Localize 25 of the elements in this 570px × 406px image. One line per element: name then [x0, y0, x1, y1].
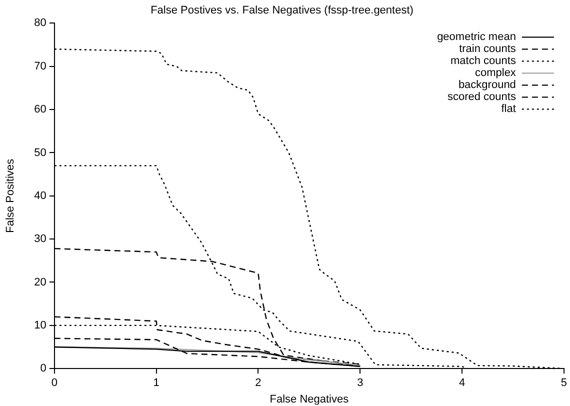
x-tick-label: 4	[458, 377, 466, 390]
y-tick-label: 80	[34, 17, 46, 30]
y-tick-label: 40	[34, 190, 46, 202]
legend-label: scored counts	[447, 91, 516, 104]
y-axis-title: False Positives	[4, 158, 17, 233]
legend-label: background	[458, 79, 516, 92]
y-tick-label: 30	[34, 233, 46, 246]
y-tick-label: 10	[34, 319, 46, 332]
x-tick-label: 2	[255, 377, 262, 390]
legend-label: geometric mean	[437, 31, 516, 44]
x-axis-title: False Negatives	[270, 393, 350, 406]
legend-label: complex	[474, 67, 516, 80]
y-tick-label: 50	[34, 146, 46, 159]
legend-label: match counts	[450, 55, 516, 68]
y-tick-label: 20	[34, 276, 46, 288]
legend-label: flat	[501, 103, 516, 116]
x-tick-label: 0	[51, 377, 58, 390]
x-tick-label: 3	[357, 377, 364, 390]
y-tick-label: 60	[34, 104, 46, 116]
y-tick-label: 70	[34, 60, 46, 72]
legend-label: train counts	[459, 43, 516, 56]
y-tick-label: 0	[40, 362, 46, 375]
x-tick-label: 5	[560, 377, 568, 390]
chart-title: False Postives vs. False Negatives (fssp-tree.gentest)	[150, 4, 414, 17]
x-tick-label: 1	[153, 377, 160, 390]
